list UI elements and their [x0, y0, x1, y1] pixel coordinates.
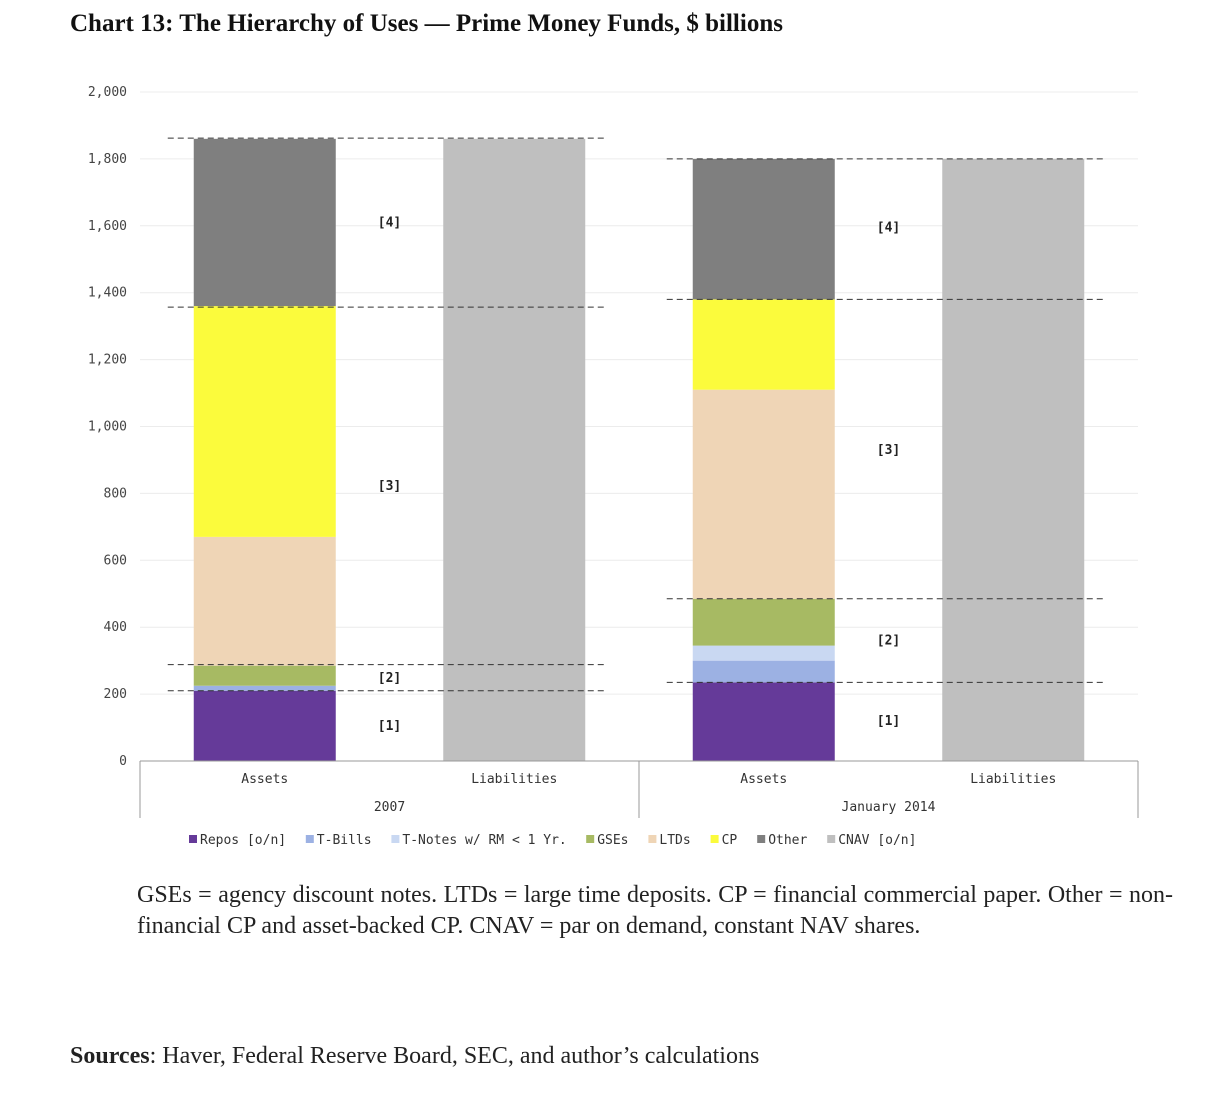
bar-segment-ltds	[193, 536, 336, 666]
bars	[193, 138, 1085, 761]
bar-segment-other	[692, 158, 835, 300]
y-tick-label: 1,400	[88, 286, 127, 301]
tier-dividers	[167, 137, 1105, 692]
y-tick-label: 1,200	[88, 353, 127, 368]
tier-label: [3]	[877, 443, 900, 458]
legend-swatch	[757, 835, 766, 843]
y-tick-label: 800	[104, 486, 127, 501]
y-tick-label: 1,600	[88, 219, 127, 234]
sources-label: Sources	[70, 1043, 150, 1069]
tier-label: [2]	[378, 671, 401, 686]
bar-segment-t-bills	[692, 660, 835, 683]
legend-swatch	[189, 835, 197, 843]
legend: Repos [o/n] T-Bills T-Notes w/ RM < 1 Yr. G…	[189, 833, 916, 848]
bar-segment-gses	[692, 598, 835, 646]
y-axis: 0 200 400 600 800 1,000 1,200 1,400 1,600 1,800 2,…	[88, 85, 127, 769]
legend-swatch	[710, 835, 719, 843]
tier-label: [1]	[378, 719, 401, 734]
bar-segment-cp	[193, 306, 336, 537]
tier-label: [3]	[378, 479, 401, 494]
bar-segment-cnav-o-n	[443, 138, 586, 761]
x-tick-label: Assets	[241, 772, 288, 787]
x-group-label: January 2014	[842, 800, 936, 815]
legend-swatch	[586, 835, 595, 843]
legend-label: Repos [o/n]	[200, 833, 286, 848]
chart: 0 200 400 600 800 1,000 1,200 1,400 1,600 1,800 2,…	[88, 85, 1139, 848]
sources-line: Sources: Haver, Federal Reserve Board, S…	[70, 1043, 759, 1070]
x-group-label: 2007	[374, 800, 405, 815]
y-tick-label: 1,000	[88, 420, 127, 435]
legend-swatch	[648, 835, 657, 843]
y-tick-label: 200	[104, 687, 127, 702]
tier-label: [4]	[877, 220, 900, 235]
bar-segment-ltds	[692, 389, 835, 599]
x-tick-label: Liabilities	[471, 772, 557, 787]
tier-label: [2]	[877, 634, 900, 649]
legend-label: T-Notes w/ RM < 1 Yr.	[402, 833, 566, 848]
bar-segment-other	[193, 138, 336, 307]
bar-segment-gses	[193, 665, 336, 686]
x-axis: Assets Liabilities 2007 Assets Liabilities Ja…	[139, 760, 1139, 818]
chart-title: Chart 13: The Hierarchy of Uses — Prime …	[70, 10, 783, 37]
y-tick-label: 2,000	[88, 85, 127, 100]
y-tick-label: 600	[104, 553, 127, 568]
legend-label: T-Bills	[317, 833, 372, 848]
bar-segment-t-notes-w-rm-1-yr	[692, 645, 835, 661]
x-tick-label: Liabilities	[970, 772, 1056, 787]
y-tick-label: 1,800	[88, 152, 127, 167]
y-tick-label: 400	[104, 620, 127, 635]
legend-label: CP	[722, 833, 738, 848]
footnote: GSEs = agency discount notes. LTDs = lar…	[137, 882, 1173, 939]
legend-label: GSEs	[597, 833, 628, 848]
legend-label: LTDs	[659, 833, 690, 848]
bar-segment-t-bills	[193, 685, 336, 691]
y-tick-label: 0	[119, 754, 127, 769]
bar-segment-repos-o-n	[692, 682, 835, 761]
tier-label: [4]	[378, 215, 401, 230]
legend-label: Other	[768, 833, 807, 848]
bar-segment-cp	[692, 299, 835, 390]
tier-labels: [1] [2] [3] [4] [1] [2] [3] [4]	[378, 215, 900, 733]
legend-swatch	[827, 835, 836, 843]
bar-segment-cnav-o-n	[942, 158, 1085, 761]
x-tick-label: Assets	[740, 772, 787, 787]
sources-text: : Haver, Federal Reserve Board, SEC, and…	[149, 1043, 760, 1069]
legend-swatch	[391, 835, 400, 843]
legend-swatch	[305, 835, 314, 843]
tier-label: [1]	[877, 714, 900, 729]
bar-segment-repos-o-n	[193, 690, 336, 761]
legend-label: CNAV [o/n]	[838, 833, 916, 848]
